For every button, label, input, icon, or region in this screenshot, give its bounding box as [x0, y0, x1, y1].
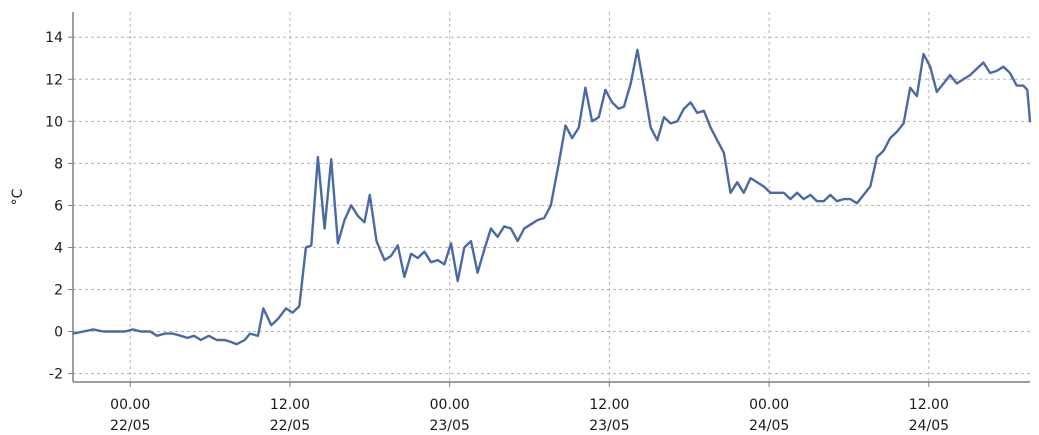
x-tick-time-label: 12.00: [270, 397, 310, 413]
y-tick-label: 14: [45, 30, 63, 46]
x-tick-time-label: 00.00: [110, 397, 150, 413]
y-tick-labels: -2 0 2 4 6 8 10 12 14: [45, 30, 73, 383]
y-tick-label: 8: [54, 156, 63, 172]
x-tick-time-label: 00.00: [749, 397, 789, 413]
x-tick-date-label: 22/05: [110, 418, 150, 434]
y-tick-label: -2: [49, 367, 63, 383]
y-tick-label: 12: [45, 72, 63, 88]
y-tick-label: 4: [54, 240, 63, 256]
y-tick-label: 10: [45, 114, 63, 130]
x-tick-date-label: 23/05: [589, 418, 629, 434]
y-tick-label: 6: [54, 198, 63, 214]
x-tick-labels: 00.00 22/05 12.00 22/05 00.00 23/05 12.00 23/05…: [110, 382, 949, 434]
series-group: [71, 48, 1032, 346]
x-tick-date-label: 22/05: [270, 418, 310, 434]
grid-lines: [73, 12, 1030, 382]
temperature-series-line: [71, 48, 1032, 346]
x-tick-date-label: 24/05: [749, 418, 789, 434]
x-tick-date-label: 23/05: [429, 418, 469, 434]
x-tick-time-label: 12.00: [589, 397, 629, 413]
y-tick-label: 0: [54, 325, 63, 341]
y-tick-label: 2: [54, 283, 63, 299]
y-axis-label: °C: [10, 188, 26, 205]
x-tick-date-label: 24/05: [909, 418, 949, 434]
x-tick-time-label: 12.00: [909, 397, 949, 413]
x-tick-time-label: 00.00: [430, 397, 470, 413]
